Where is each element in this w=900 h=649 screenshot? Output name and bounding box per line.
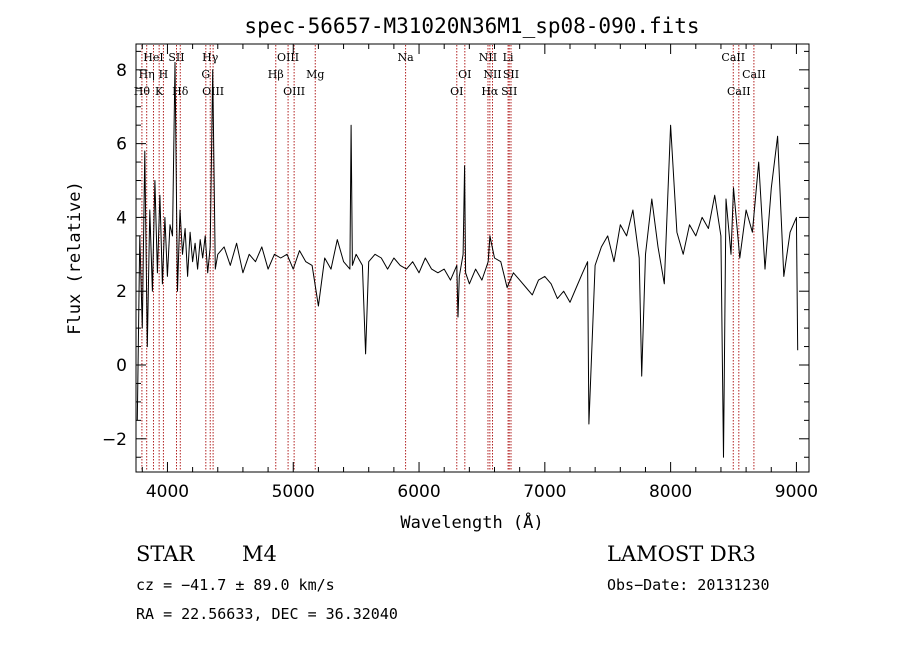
line-marker-label: OIII bbox=[283, 85, 305, 98]
line-marker-label: SII bbox=[503, 68, 519, 81]
x-axis-label: Wavelength (Å) bbox=[400, 511, 543, 533]
line-marker-label: Hδ bbox=[172, 85, 189, 98]
line-marker-label: NII bbox=[479, 51, 497, 64]
y-tick-label: −2 bbox=[102, 430, 127, 450]
y-tick-label: 8 bbox=[116, 61, 127, 81]
line-marker-label: CaII bbox=[721, 51, 745, 64]
line-marker-label: Li bbox=[503, 51, 514, 64]
line-marker-label: Na bbox=[397, 51, 414, 64]
line-marker-label: G bbox=[201, 68, 210, 81]
line-marker-label: OI bbox=[450, 85, 463, 98]
observation-date: Obs−Date: 20131230 bbox=[607, 576, 770, 594]
x-tick-label: 9000 bbox=[775, 482, 818, 502]
x-tick-label: 6000 bbox=[397, 482, 440, 502]
line-marker-label: Hα bbox=[481, 85, 499, 98]
line-marker-label: OI bbox=[458, 68, 471, 81]
x-tick-label: 4000 bbox=[146, 482, 189, 502]
line-marker-label: SII bbox=[168, 51, 184, 64]
y-tick-label: 2 bbox=[116, 282, 127, 302]
spectrum-series bbox=[136, 61, 799, 458]
x-tick-label: 5000 bbox=[272, 482, 315, 502]
y-axis-label: Flux (relative) bbox=[65, 181, 85, 335]
line-marker-label: SII bbox=[501, 85, 517, 98]
spectrum-line bbox=[136, 61, 799, 458]
y-axis-ticks: −2 0 2 4 6 8 bbox=[102, 50, 809, 458]
coordinates: RA = 22.56633, DEC = 36.32040 bbox=[136, 605, 398, 623]
redshift-cz: cz = −41.7 ± 89.0 km/s bbox=[136, 576, 335, 594]
y-tick-label: 6 bbox=[116, 135, 127, 155]
plot-frame bbox=[135, 43, 810, 473]
line-marker-label: CaII bbox=[742, 68, 766, 81]
object-subclass: M4 bbox=[242, 542, 277, 566]
line-marker-label: K bbox=[155, 85, 164, 98]
y-tick-label: 4 bbox=[116, 208, 127, 228]
y-tick-label: 0 bbox=[116, 356, 127, 376]
line-marker-label: Hβ bbox=[268, 68, 284, 81]
line-marker-label: Hγ bbox=[202, 51, 219, 64]
line-marker-label: H bbox=[159, 68, 169, 81]
line-marker-label: NII bbox=[483, 68, 501, 81]
line-marker-label: CaII bbox=[727, 85, 751, 98]
x-axis-ticks: 4000 5000 6000 7000 8000 9000 bbox=[141, 44, 818, 502]
line-marker-label: Hη bbox=[139, 68, 155, 81]
line-marker-label: OIII bbox=[277, 51, 299, 64]
line-marker-label: Mg bbox=[306, 68, 324, 81]
survey-name: LAMOST DR3 bbox=[607, 542, 756, 566]
line-marker-label: HeI bbox=[143, 51, 163, 64]
x-tick-label: 7000 bbox=[523, 482, 566, 502]
object-class: STAR bbox=[136, 542, 195, 566]
x-tick-label: 8000 bbox=[649, 482, 692, 502]
line-markers bbox=[141, 45, 755, 471]
chart-title: spec-56657-M31020N36M1_sp08-090.fits bbox=[244, 14, 699, 38]
